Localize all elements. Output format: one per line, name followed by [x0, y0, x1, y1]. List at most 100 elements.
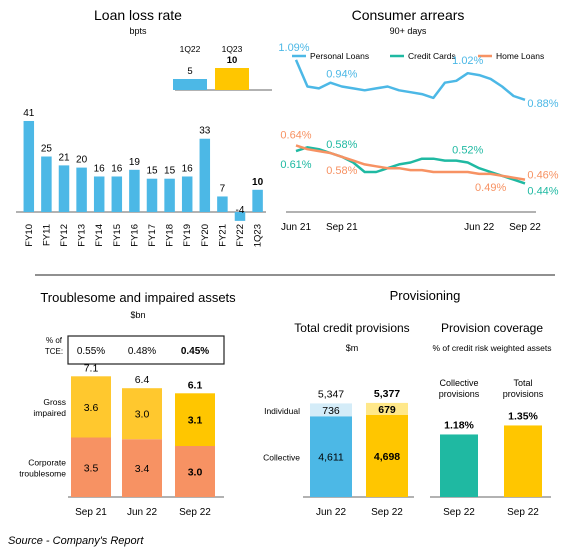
llr-bar — [164, 178, 175, 212]
pv-segment — [366, 402, 408, 415]
llr-tick-label: 1Q23 — [253, 224, 264, 247]
llr-value-label: 7 — [220, 183, 226, 194]
llr-value-label: 21 — [58, 152, 70, 163]
consumer-arrears-legend: Personal Loans Credit Cards Home Loans — [292, 51, 544, 61]
ta-series-label: impaired — [33, 408, 66, 418]
ta-total-label: 6.4 — [135, 374, 150, 386]
llr-bar — [217, 196, 228, 212]
source-note: Source - Company's Report — [8, 535, 144, 547]
tce-table: % of TCE: 0.55% 0.48% 0.45% — [45, 335, 225, 365]
pv-series-label: Individual — [264, 406, 300, 416]
llr-tick-label: FY15 — [112, 224, 123, 247]
troublesome-assets-chart: Troublesome and impaired assets $bn % of… — [19, 290, 236, 518]
provisioning-section: Provisioning Total credit provisions $m … — [263, 288, 551, 518]
ta-series-label: troublesome — [19, 468, 66, 478]
loan-loss-rate-title: Loan loss rate — [94, 7, 182, 23]
llr-tick-label: FY17 — [147, 224, 158, 247]
llr-bar — [146, 178, 158, 212]
ta-segment — [175, 393, 215, 446]
total-provisions-bars: 4,611 736 5,347 Jun 22 4,698 679 5,377 Sep 22 Co… — [263, 388, 414, 518]
cov-column-label: Collective — [439, 378, 478, 388]
cov-bar — [440, 434, 478, 497]
ca-series-line — [295, 144, 526, 181]
pv-series-label: Collective — [263, 453, 300, 463]
ta-segment-label: 3.0 — [135, 409, 150, 421]
ta-segment — [71, 376, 111, 438]
llr-bar — [41, 156, 52, 212]
inset-category-label: 1Q23 — [222, 44, 243, 54]
llr-tick-label: FY12 — [59, 224, 70, 247]
pv-segment — [366, 414, 408, 497]
ca-data-label: 0.58% — [326, 139, 357, 151]
pv-segment — [310, 403, 352, 417]
llr-value-label: 20 — [76, 155, 88, 166]
inset-bar — [215, 68, 249, 90]
cov-category-label: Sep 22 — [443, 507, 475, 518]
llr-tick-label: FY10 — [24, 224, 35, 247]
legend-label: Personal Loans — [310, 51, 369, 61]
cov-column-label: provisions — [503, 389, 544, 399]
consumer-arrears-title: Consumer arrears — [352, 7, 465, 23]
llr-bar — [76, 167, 87, 212]
ta-total-label: 6.1 — [188, 379, 203, 391]
llr-tick-label: FY16 — [129, 224, 140, 247]
llr-bar — [129, 169, 140, 212]
ca-data-label: 1.09% — [278, 42, 309, 54]
llr-value-label: 25 — [41, 144, 53, 155]
ca-data-label: 0.46% — [527, 170, 558, 182]
ta-category-label: Jun 22 — [127, 507, 157, 518]
ta-category-label: Sep 22 — [179, 507, 211, 518]
inset-value-label: 10 — [227, 55, 238, 66]
llr-value-label: 15 — [164, 166, 176, 177]
pv-total-label: 5,347 — [318, 388, 344, 400]
pv-category-label: Jun 22 — [316, 507, 346, 518]
llr-value-label: 41 — [23, 108, 35, 119]
llr-value-label: 16 — [94, 163, 106, 174]
llr-bar — [234, 212, 246, 221]
llr-value-label: -4 — [236, 205, 245, 216]
llr-tick-label: FY21 — [217, 224, 228, 247]
consumer-arrears-plot: Jun 21 Sep 21 Jun 22 Sep 22 1.09% 0.94% 1.02% 0… — [278, 42, 558, 233]
inset-bar — [173, 79, 207, 90]
pv-segment-label: 679 — [378, 404, 396, 416]
llr-bar — [58, 165, 70, 212]
llr-tick-label: FY19 — [182, 224, 193, 247]
tce-value: 0.48% — [128, 346, 156, 357]
tce-label: % of — [46, 336, 63, 345]
llr-value-label: 16 — [182, 163, 194, 174]
llr-value-label: 16 — [111, 163, 123, 174]
ta-segment-label: 3.0 — [188, 467, 203, 479]
ta-series-label: Corporate — [28, 457, 66, 467]
llr-value-label: 33 — [199, 126, 211, 137]
inset-category-label: 1Q22 — [180, 44, 201, 54]
ca-data-label: 0.94% — [326, 69, 357, 81]
pv-segment — [310, 416, 352, 497]
legend-label: Credit Cards — [408, 51, 456, 61]
tce-value: 0.45% — [181, 346, 209, 357]
coverage-bars: 1.18%Sep 22Collectiveprovisions1.35%Sep … — [430, 378, 551, 518]
tce-value: 0.55% — [77, 346, 105, 357]
cov-column-label: provisions — [439, 389, 480, 399]
llr-bar — [252, 189, 263, 212]
ta-segment-label: 3.4 — [135, 463, 150, 475]
pv-category-label: Sep 22 — [371, 507, 403, 518]
ca-data-label: 0.44% — [527, 185, 558, 197]
coverage-subtitle: % of credit risk weighted assets — [432, 343, 551, 353]
ca-data-label: 0.52% — [452, 145, 483, 157]
llr-bar — [23, 120, 35, 212]
ca-data-label: 1.02% — [452, 55, 483, 67]
troublesome-subtitle: $bn — [130, 310, 145, 320]
llr-value-label: 19 — [129, 157, 141, 168]
llr-bar — [111, 176, 123, 212]
llr-tick-label: FY11 — [41, 224, 52, 246]
coverage-title: Provision coverage — [441, 321, 543, 335]
ca-tick-label: Jun 22 — [464, 222, 494, 233]
provisioning-title: Provisioning — [390, 288, 461, 303]
ta-segment — [122, 439, 162, 497]
loan-loss-rate-subtitle: bpts — [129, 26, 147, 36]
llr-tick-label: FY20 — [200, 224, 211, 247]
ta-segment — [122, 388, 162, 440]
ta-total-label: 7.1 — [84, 362, 99, 374]
